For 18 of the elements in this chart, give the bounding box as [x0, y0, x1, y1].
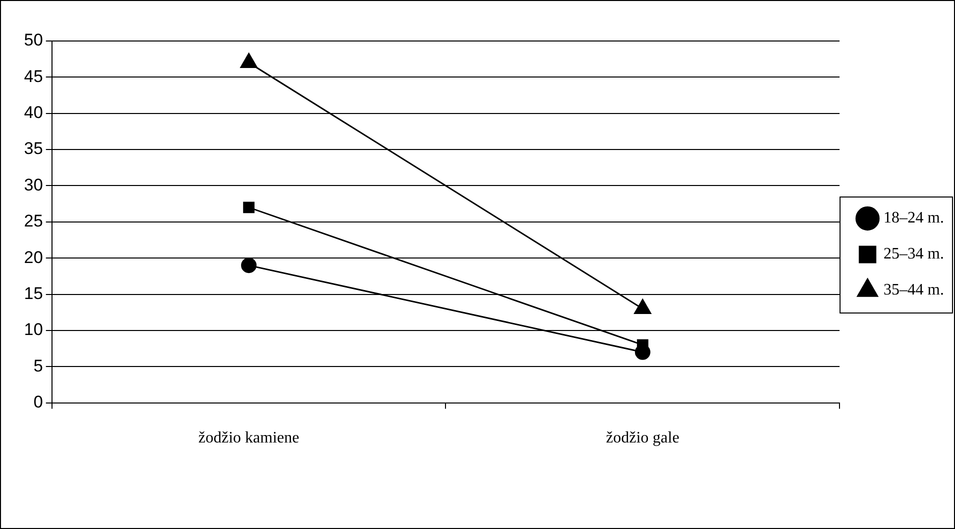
- y-tick-label: 25: [24, 212, 43, 231]
- y-tick-label: 35: [24, 139, 43, 158]
- y-tick-label: 50: [24, 30, 43, 50]
- point: [241, 258, 257, 274]
- legend-label: 25–34 m.: [884, 246, 944, 263]
- y-tick-label: 15: [24, 284, 43, 303]
- legend-label: 18–24 m.: [884, 210, 944, 227]
- point: [243, 202, 255, 214]
- y-tick-label: 20: [24, 248, 43, 267]
- y-tick-label: 0: [33, 392, 43, 412]
- x-tick-label: žodžio kamiene: [198, 430, 300, 447]
- y-tick-label: 30: [24, 175, 43, 194]
- y-tick-label: 10: [24, 320, 43, 340]
- legend-label: 35–44 m.: [884, 282, 944, 299]
- y-tick-label: 40: [24, 103, 43, 122]
- y-tick-label: 45: [24, 66, 43, 86]
- y-tick-label: 5: [33, 356, 43, 376]
- x-tick-label: žodžio gale: [606, 430, 680, 447]
